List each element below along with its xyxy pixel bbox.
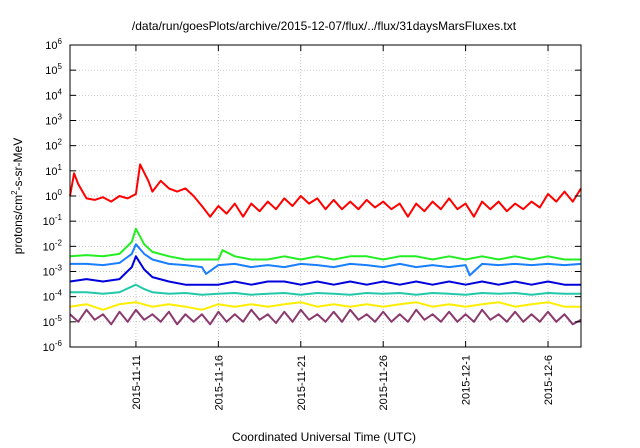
y-tick-exponent: -2	[55, 238, 63, 247]
y-tick-exponent: -6	[55, 339, 63, 348]
series-line	[69, 308, 582, 326]
y-tick-label: 106	[45, 37, 62, 52]
y-tick-label: 100	[45, 188, 62, 203]
y-tick-base: 10	[43, 241, 55, 253]
y-tick-exponent: 0	[58, 188, 63, 197]
y-tick-base: 10	[45, 141, 57, 153]
y-tick-label: 10-3	[43, 264, 63, 279]
series-line	[69, 255, 581, 286]
y-tick-base: 10	[45, 65, 57, 77]
x-tick-label: 2015-12-1	[461, 355, 473, 405]
y-tick-base: 10	[45, 191, 57, 203]
axis-ticks	[70, 44, 581, 348]
y-tick-exponent: -5	[55, 314, 63, 323]
y-tick-base: 10	[43, 342, 55, 354]
y-tick-base: 10	[45, 90, 57, 102]
y-tick-label: 102	[45, 138, 62, 153]
y-tick-label: 10-5	[43, 314, 63, 329]
x-tick-label: 2015-11-26	[378, 355, 390, 410]
y-tick-exponent: 2	[58, 138, 63, 147]
y-tick-label: 101	[45, 163, 62, 178]
y-tick-base: 10	[43, 317, 55, 329]
y-tick-label: 10-4	[43, 289, 63, 304]
y-axis-label-base: protons/cm	[11, 195, 25, 254]
y-axis-label-exponent: 2	[10, 190, 19, 195]
x-tick-labels: 2015-11-11 2015-11-16 2015-11-21 2015-11-26…	[131, 355, 555, 410]
y-tick-base: 10	[43, 267, 55, 279]
grid-lines	[70, 45, 581, 347]
y-axis-label: protons/cm2-s-sr-MeV	[10, 138, 25, 254]
x-tick-label: 2015-11-11	[131, 355, 143, 410]
y-tick-label: 105	[45, 62, 62, 77]
series-line	[69, 163, 582, 218]
y-tick-exponent: 5	[58, 62, 63, 71]
y-tick-exponent: 1	[58, 163, 63, 172]
y-tick-label: 10-2	[43, 238, 63, 253]
y-axis-label-rest: -s-sr-MeV	[11, 138, 25, 191]
y-tick-base: 10	[45, 116, 57, 128]
y-tick-base: 10	[45, 40, 57, 52]
y-tick-exponent: 4	[58, 87, 63, 96]
y-tick-exponent: 3	[58, 113, 63, 122]
series-line	[69, 301, 581, 311]
y-tick-exponent: -4	[55, 289, 63, 298]
y-tick-label: 103	[45, 113, 62, 128]
y-tick-exponent: -1	[55, 213, 63, 222]
y-tick-exponent: 6	[58, 37, 63, 46]
x-tick-label: 2015-11-16	[213, 355, 225, 410]
y-tick-label: 10-1	[43, 213, 63, 228]
y-tick-label: 104	[45, 87, 62, 102]
y-tick-base: 10	[45, 166, 57, 178]
y-tick-exponent: -3	[55, 264, 63, 273]
y-tick-labels: 10-610-510-410-310-210-11001011021031041…	[43, 37, 63, 354]
series-line	[70, 243, 582, 277]
x-tick-label: 2015-11-21	[296, 355, 308, 410]
series-layer	[69, 163, 582, 326]
x-axis-label: Coordinated Universal Time (UTC)	[232, 430, 416, 444]
series-line	[70, 283, 581, 296]
series-line	[69, 227, 581, 261]
chart-title: /data/run/goesPlots/archive/2015-12-07/f…	[132, 19, 517, 33]
y-tick-label: 10-6	[43, 339, 63, 354]
y-tick-base: 10	[43, 216, 55, 228]
y-tick-base: 10	[43, 292, 55, 304]
x-tick-label: 2015-12-6	[543, 355, 555, 405]
